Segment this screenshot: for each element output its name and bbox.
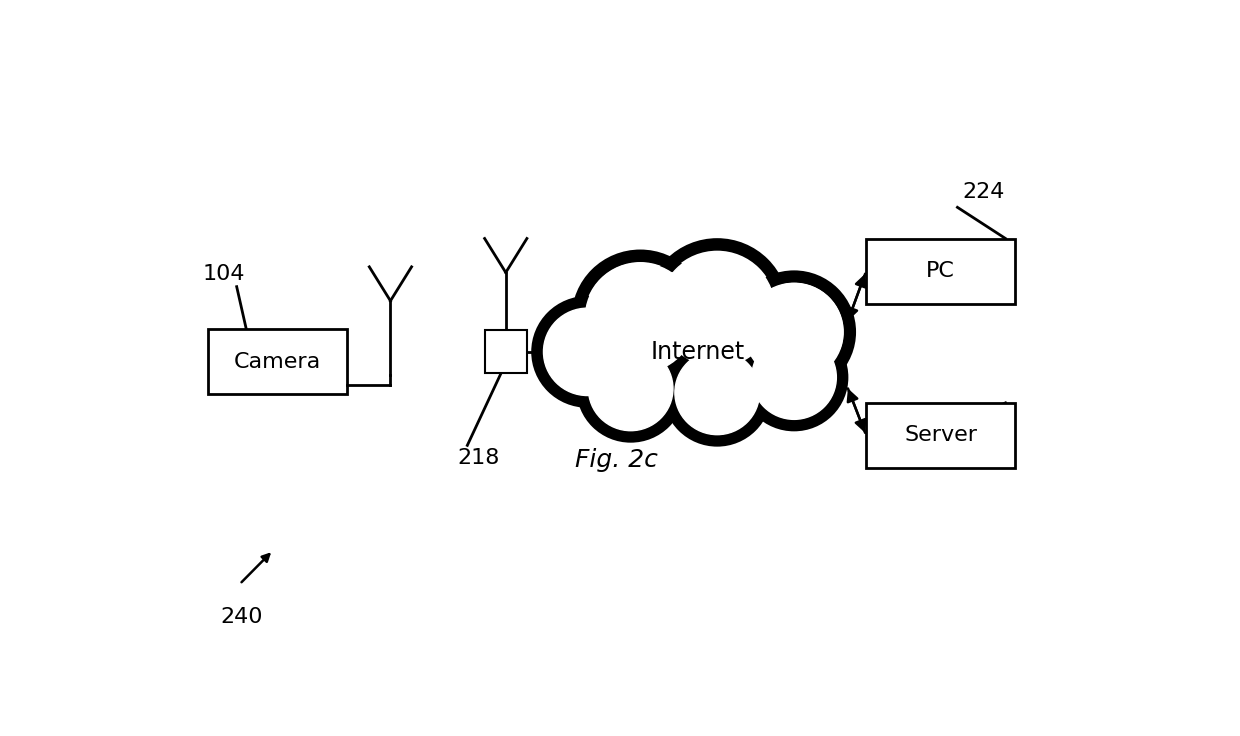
Text: 104: 104	[203, 263, 246, 284]
Ellipse shape	[751, 336, 836, 420]
Text: PC: PC	[926, 261, 955, 281]
Ellipse shape	[578, 256, 703, 380]
Ellipse shape	[543, 308, 631, 395]
Ellipse shape	[652, 244, 782, 375]
Ellipse shape	[660, 252, 775, 367]
Ellipse shape	[745, 283, 843, 381]
Ellipse shape	[746, 330, 842, 425]
Text: 218: 218	[458, 448, 500, 468]
Ellipse shape	[537, 302, 637, 402]
Ellipse shape	[589, 347, 673, 431]
Text: 240: 240	[221, 607, 263, 627]
Text: 224: 224	[962, 182, 1004, 202]
Text: Server: Server	[904, 425, 977, 445]
Text: 222: 222	[924, 425, 966, 445]
Bar	[208, 329, 347, 394]
Ellipse shape	[738, 277, 849, 387]
Text: Fig. 2c: Fig. 2c	[575, 448, 657, 473]
Ellipse shape	[670, 345, 765, 440]
Bar	[866, 238, 1016, 304]
Ellipse shape	[675, 350, 759, 435]
Bar	[485, 330, 527, 373]
Ellipse shape	[585, 263, 696, 372]
Ellipse shape	[583, 341, 678, 436]
Text: Camera: Camera	[234, 352, 321, 372]
Text: Internet: Internet	[651, 340, 745, 364]
Bar	[866, 403, 1016, 468]
